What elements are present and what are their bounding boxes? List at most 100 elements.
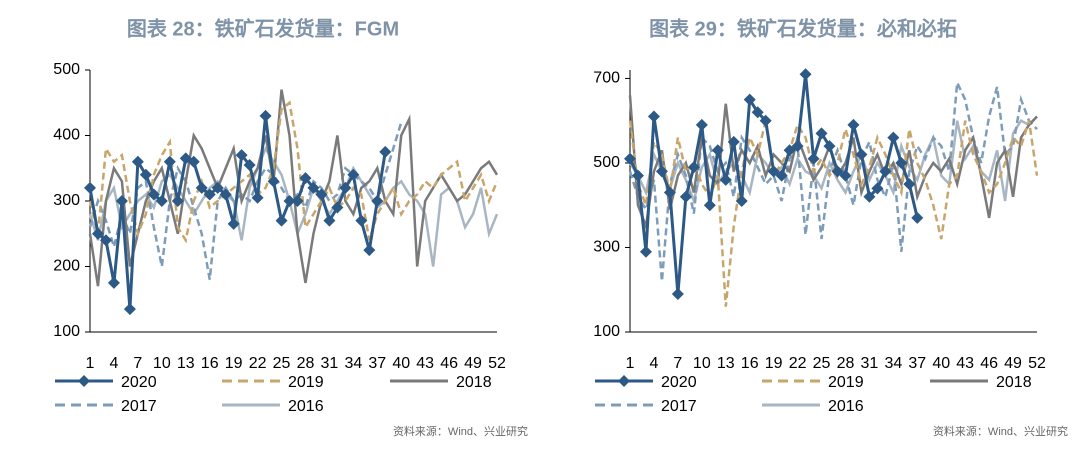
x-tick-label: 49	[1004, 355, 1022, 372]
x-tick-label: 7	[673, 355, 682, 372]
x-tick-label: 4	[649, 355, 658, 372]
data-point	[379, 145, 392, 158]
x-tick-label: 1	[86, 355, 95, 372]
data-point	[783, 144, 796, 157]
data-point	[139, 168, 152, 181]
x-tick-label: 22	[789, 355, 807, 372]
chart-title: 图表 28：铁矿石发货量：FGM	[127, 16, 399, 40]
x-tick-label: 28	[837, 355, 855, 372]
data-point	[639, 245, 652, 258]
data-point	[283, 195, 296, 207]
x-tick-label: 13	[717, 355, 735, 372]
series-line	[88, 115, 387, 310]
data-point	[863, 190, 876, 203]
x-tick-label: 10	[693, 355, 711, 372]
x-tick-label: 37	[368, 355, 386, 372]
legend-label: 2016	[288, 398, 324, 415]
data-point	[711, 144, 724, 157]
x-tick-label: 25	[813, 355, 831, 372]
data-point	[671, 287, 684, 300]
legend-label: 2019	[288, 374, 324, 391]
data-point	[679, 190, 692, 203]
data-point	[131, 155, 144, 168]
chart-panel: 图表 28：铁矿石发货量：FGM 100 200 300 400 500 1 4 7 10 13 16…	[53, 16, 528, 438]
x-tick-label: 25	[273, 355, 291, 372]
y-tick-label: 300	[593, 239, 620, 256]
data-point	[267, 175, 280, 188]
data-point	[171, 195, 184, 207]
data-point	[259, 109, 272, 122]
x-tick-label: 10	[153, 355, 171, 372]
data-point	[903, 178, 916, 191]
chart-panel: 图表 29：铁矿石发货量：必和必拓 100 300 500 700 1 4 7 10 13 16 19…	[593, 16, 1068, 438]
y-tick-label: 100	[593, 323, 620, 340]
x-tick-label: 43	[416, 355, 434, 372]
data-point	[791, 140, 804, 153]
series-line	[628, 120, 1039, 307]
x-tick-label: 49	[464, 355, 482, 372]
data-point	[663, 186, 676, 199]
series-line	[88, 122, 403, 280]
x-tick-label: 34	[884, 355, 902, 372]
legend-label: 2017	[121, 398, 157, 415]
data-point	[727, 135, 740, 148]
data-point	[331, 201, 344, 214]
x-tick-label: 22	[249, 355, 267, 372]
x-tick-label: 16	[741, 355, 759, 372]
data-point	[275, 214, 288, 227]
data-point	[91, 227, 104, 240]
legend-label: 2018	[456, 374, 492, 391]
y-tick-label: 100	[53, 323, 80, 340]
data-point	[243, 158, 256, 171]
data-point	[807, 152, 820, 165]
legend-marker	[78, 375, 90, 387]
data-point	[355, 214, 368, 227]
legend-label: 2020	[661, 374, 697, 391]
data-point	[847, 118, 860, 131]
chart-title: 图表 29：铁矿石发货量：必和必拓	[649, 16, 957, 40]
data-point	[371, 195, 384, 207]
data-point	[299, 172, 312, 185]
x-tick-label: 16	[201, 355, 219, 372]
data-point	[323, 214, 336, 227]
data-point	[743, 93, 756, 106]
y-tick-label: 500	[53, 61, 80, 78]
x-tick-label: 19	[765, 355, 783, 372]
data-point	[799, 68, 812, 81]
data-point	[887, 131, 900, 144]
legend-label: 2020	[121, 374, 157, 391]
data-point	[363, 244, 376, 257]
x-tick-label: 19	[225, 355, 243, 372]
y-tick-label: 300	[53, 192, 80, 209]
x-tick-label: 52	[1028, 355, 1046, 372]
data-point	[751, 106, 764, 119]
x-tick-label: 28	[297, 355, 315, 372]
data-point	[123, 303, 136, 316]
series-line	[628, 74, 919, 295]
data-point	[211, 181, 224, 194]
x-tick-label: 7	[133, 355, 142, 372]
data-point	[735, 195, 748, 207]
x-tick-label: 34	[344, 355, 362, 372]
data-point	[115, 195, 128, 207]
y-tick-label: 500	[593, 154, 620, 171]
x-tick-label: 43	[956, 355, 974, 372]
x-tick-label: 40	[392, 355, 410, 372]
data-point	[315, 188, 328, 201]
data-point	[719, 173, 732, 186]
data-point	[624, 152, 636, 165]
data-point	[163, 155, 176, 168]
data-point	[155, 195, 168, 207]
legend-label: 2018	[996, 374, 1032, 391]
data-point	[871, 182, 884, 195]
data-point	[911, 211, 924, 224]
data-point	[703, 199, 716, 212]
legend-label: 2017	[661, 398, 697, 415]
data-point	[107, 276, 120, 289]
x-tick-label: 46	[980, 355, 998, 372]
x-tick-label: 31	[861, 355, 879, 372]
data-point	[147, 188, 160, 201]
source-note: 资料来源：Wind、兴业研究	[933, 424, 1068, 438]
x-tick-label: 37	[908, 355, 926, 372]
